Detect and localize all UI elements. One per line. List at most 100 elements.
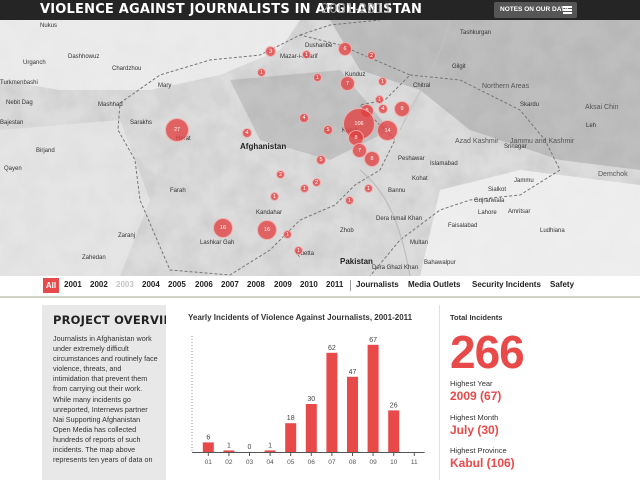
- filter-media-outlets[interactable]: Media Outlets: [408, 280, 460, 289]
- filter-year-2001[interactable]: 2001: [64, 280, 82, 289]
- chart-data-label: 26: [390, 402, 398, 409]
- city-label: Jammu: [514, 178, 534, 184]
- incident-marker[interactable]: 7: [340, 76, 355, 91]
- city-label: Turkmenbashi: [0, 80, 38, 86]
- incident-marker[interactable]: 16: [213, 218, 233, 238]
- filter-year-2008[interactable]: 2008: [247, 280, 265, 289]
- chart-x-tick-label: 09: [369, 459, 377, 466]
- chart-data-label: 62: [328, 345, 336, 352]
- filter-year-2009[interactable]: 2009: [274, 280, 292, 289]
- incident-marker[interactable]: 4: [299, 113, 309, 123]
- total-incidents-value: 266: [450, 325, 524, 379]
- incident-marker[interactable]: 16: [257, 220, 277, 240]
- chart-x-tick-label: 01: [205, 459, 213, 466]
- incident-marker[interactable]: 8: [364, 151, 380, 167]
- city-label: Lashkar Gah: [200, 240, 234, 246]
- incident-marker[interactable]: 1: [302, 50, 311, 59]
- incident-marker[interactable]: 1: [364, 184, 373, 193]
- city-label: Birjand: [36, 148, 55, 154]
- city-label: Dushanbe: [305, 43, 332, 49]
- incident-marker[interactable]: 1: [378, 77, 387, 86]
- city-label: Dera Ismail Khan: [376, 216, 422, 222]
- incident-marker[interactable]: 14: [377, 120, 398, 141]
- city-label: Peshawar: [398, 156, 425, 162]
- chart-data-label: 6: [206, 434, 210, 441]
- incident-marker[interactable]: 1: [300, 184, 309, 193]
- filter-year-2011[interactable]: 2011: [326, 280, 343, 289]
- filter-year-2002[interactable]: 2002: [90, 280, 108, 289]
- incident-marker[interactable]: 5: [323, 125, 333, 135]
- incident-marker[interactable]: 1: [283, 230, 292, 239]
- filter-year-2006[interactable]: 2006: [195, 280, 213, 289]
- filter-security-incidents[interactable]: Security Incidents: [472, 280, 541, 289]
- city-label: Lahore: [478, 210, 497, 216]
- incident-marker[interactable]: 1: [270, 192, 279, 201]
- chart-x-tick-label: 10: [390, 459, 398, 466]
- highest-province-value: Kabul (106): [450, 456, 515, 470]
- highest-month-label: Highest Month: [450, 413, 498, 422]
- city-label: Sarakhs: [130, 120, 152, 126]
- filter-journalists[interactable]: Journalists: [356, 280, 399, 289]
- filter-year-2010[interactable]: 2010: [300, 280, 318, 289]
- chart-x-tick-label: 07: [328, 459, 336, 466]
- region-label: Demchok: [598, 171, 628, 178]
- incident-marker[interactable]: 1: [313, 73, 322, 82]
- city-label: Bajestan: [0, 120, 23, 126]
- city-label: Nebit Dag: [6, 100, 33, 106]
- notes-on-data-button[interactable]: NOTES ON OUR DATA: [494, 2, 577, 18]
- filter-divider: [350, 280, 351, 291]
- stats-panel: Total Incidents 266 Highest Year 2009 (6…: [450, 305, 630, 480]
- incident-marker[interactable]: 1: [257, 68, 266, 77]
- incident-marker[interactable]: 4: [242, 128, 252, 138]
- city-label: Amritsar: [508, 209, 530, 215]
- filter-safety[interactable]: Safety: [550, 280, 574, 289]
- incident-map[interactable]: Northern Areas Azad Kashmir Jammu and Ka…: [0, 20, 640, 276]
- city-label: Leh: [586, 123, 596, 129]
- project-overview-heading: PROJECT OVERVIEW: [53, 313, 166, 327]
- chart-bar: [285, 423, 296, 452]
- chart-bar: [265, 450, 276, 452]
- region-label: Aksai Chin: [585, 104, 618, 111]
- incident-marker[interactable]: 3: [265, 46, 276, 57]
- city-label: Zaranj: [118, 233, 135, 239]
- city-label: Dashhowuz: [68, 54, 99, 60]
- chart-x-tick-label: 03: [246, 459, 254, 466]
- highest-month-value: July (30): [450, 423, 499, 437]
- chart-x-tick-label: 02: [225, 459, 233, 466]
- city-label: Ludhiana: [540, 228, 565, 234]
- incident-marker[interactable]: 2: [276, 170, 285, 179]
- incident-marker[interactable]: 2: [367, 51, 376, 60]
- chart-data-label: 47: [349, 369, 357, 376]
- chart-data-label: 0: [248, 444, 252, 451]
- incident-marker[interactable]: 5: [316, 155, 326, 165]
- city-label: Gujranwala: [474, 198, 504, 204]
- incident-marker[interactable]: 1: [375, 95, 384, 104]
- filter-year-2007[interactable]: 2007: [221, 280, 239, 289]
- city-label: Mazar-i-Sharif: [280, 54, 318, 60]
- incident-marker[interactable]: 4: [378, 104, 388, 114]
- header-bar: VIOLENCE AGAINST JOURNALISTS IN AFGHANIS…: [0, 0, 640, 20]
- filter-all[interactable]: All: [43, 278, 59, 293]
- incident-marker[interactable]: 9: [394, 101, 410, 117]
- filter-year-2005[interactable]: 2005: [168, 280, 186, 289]
- chart-bar: [306, 404, 317, 452]
- city-label: Zahedan: [82, 255, 106, 261]
- city-label: Kohat: [412, 176, 428, 182]
- chart-data-label: 30: [307, 396, 315, 403]
- city-label: Bannu: [388, 188, 405, 194]
- incident-marker[interactable]: 2: [312, 178, 321, 187]
- filter-bar: All 2001 2002 2003 2004 2005 2006 2007 2…: [0, 276, 640, 296]
- region-label: Northern Areas: [482, 83, 529, 90]
- city-label: Sialkot: [488, 187, 506, 193]
- city-label: Dera Ghazi Khan: [372, 265, 418, 271]
- country-label-pakistan: Pakistan: [340, 257, 373, 266]
- region-label: Azad Kashmir: [455, 138, 499, 145]
- incident-marker[interactable]: 27: [165, 118, 189, 142]
- filter-year-2004[interactable]: 2004: [142, 280, 160, 289]
- incident-marker[interactable]: 1: [345, 196, 354, 205]
- incident-marker[interactable]: 1: [294, 246, 303, 255]
- menu-icon: [563, 6, 572, 14]
- chart-bar: [203, 442, 214, 452]
- incident-marker[interactable]: 6: [338, 42, 352, 56]
- country-label-afghanistan: Afghanistan: [240, 142, 286, 151]
